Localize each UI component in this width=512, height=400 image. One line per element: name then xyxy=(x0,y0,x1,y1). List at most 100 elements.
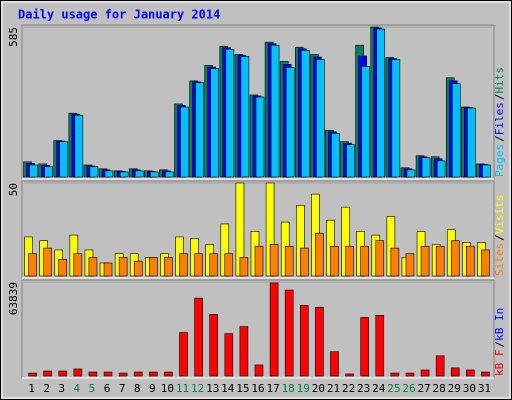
y-tick-label: 50 xyxy=(7,183,20,196)
bar xyxy=(269,244,279,277)
bar xyxy=(44,166,53,178)
bar xyxy=(103,371,113,377)
legend-entry: Sites xyxy=(493,243,506,276)
x-tick-label: 28 xyxy=(433,382,446,395)
bar xyxy=(315,232,324,277)
bar xyxy=(134,170,144,178)
bar xyxy=(88,257,98,277)
bar xyxy=(194,297,203,377)
bar xyxy=(330,245,339,277)
bar xyxy=(43,370,52,377)
x-tick-label: 11 xyxy=(176,382,189,395)
bar xyxy=(225,49,235,178)
legend-separator: / xyxy=(493,341,506,348)
x-tick-label: 1 xyxy=(28,382,35,395)
bar xyxy=(405,253,415,277)
bar xyxy=(133,260,143,277)
bar xyxy=(406,169,416,178)
legend-entry: Hits xyxy=(493,67,506,94)
bar xyxy=(194,253,203,277)
bar xyxy=(316,59,325,178)
x-tick-label: 2 xyxy=(43,382,50,395)
bar xyxy=(435,355,445,377)
bar xyxy=(436,160,446,178)
x-tick-label: 27 xyxy=(417,382,430,395)
bar xyxy=(58,370,68,377)
x-tick-label: 29 xyxy=(448,382,461,395)
legend-entry: kB F xyxy=(493,350,506,377)
bar xyxy=(43,247,52,277)
x-tick-label: 31 xyxy=(478,382,491,395)
legend-entry: Visits xyxy=(493,195,506,235)
legend: Pages/Files/Hits xyxy=(493,67,506,177)
legend-entry: Files xyxy=(493,102,506,135)
bar xyxy=(285,67,295,178)
bar xyxy=(450,367,460,377)
bar xyxy=(224,333,234,377)
bar xyxy=(73,368,83,377)
x-tick-label: 15 xyxy=(236,382,249,395)
x-tick-label: 9 xyxy=(149,382,156,395)
bar xyxy=(481,249,490,277)
bar xyxy=(118,372,128,377)
bar xyxy=(390,247,400,277)
bar xyxy=(165,171,174,178)
x-tick-label: 10 xyxy=(161,382,174,395)
x-tick-label: 17 xyxy=(266,382,279,395)
bar xyxy=(210,68,220,178)
bar xyxy=(466,369,475,377)
chart-title: Daily usage for January 2014 xyxy=(18,8,220,22)
bar xyxy=(330,351,339,377)
bar xyxy=(481,371,490,377)
bar xyxy=(270,44,280,178)
x-tick-label: 13 xyxy=(206,382,219,395)
bar xyxy=(421,157,431,178)
bar xyxy=(375,315,385,377)
x-tick-label: 25 xyxy=(387,382,400,395)
bar xyxy=(28,372,37,377)
bar xyxy=(164,257,173,277)
x-tick-label: 6 xyxy=(104,382,111,395)
bar xyxy=(360,317,369,377)
bar xyxy=(239,326,249,377)
bar xyxy=(118,257,128,277)
x-tick-label: 16 xyxy=(251,382,264,395)
x-tick-label: 22 xyxy=(342,382,355,395)
bar xyxy=(104,170,114,178)
bar xyxy=(346,144,355,178)
bar xyxy=(73,253,83,277)
x-tick-label: 23 xyxy=(357,382,370,395)
bar xyxy=(119,171,129,178)
bar xyxy=(375,240,385,277)
bar xyxy=(180,106,189,178)
legend-separator: / xyxy=(493,135,506,142)
bar xyxy=(376,28,386,178)
bar xyxy=(360,245,369,277)
x-tick-label: 19 xyxy=(297,382,310,395)
bar xyxy=(255,96,265,178)
bar xyxy=(299,305,309,377)
bar xyxy=(435,245,445,277)
bar xyxy=(209,253,219,277)
bar xyxy=(149,257,158,277)
bar xyxy=(420,245,430,277)
bar xyxy=(299,247,309,277)
legend-entry: kB In xyxy=(493,308,506,341)
legend: Sites /Visits xyxy=(493,195,506,277)
bar xyxy=(361,66,370,178)
bar xyxy=(58,258,68,277)
bar xyxy=(133,371,143,377)
bar xyxy=(29,164,38,178)
x-tick-label: 3 xyxy=(58,382,65,395)
x-tick-label: 7 xyxy=(119,382,126,395)
bar xyxy=(450,240,460,277)
x-tick-label: 30 xyxy=(463,382,476,395)
bar xyxy=(59,141,69,178)
bar xyxy=(74,114,84,178)
bar xyxy=(466,245,475,277)
bar xyxy=(150,171,159,178)
bar xyxy=(209,314,219,377)
bar xyxy=(405,372,415,377)
bar xyxy=(482,164,491,178)
